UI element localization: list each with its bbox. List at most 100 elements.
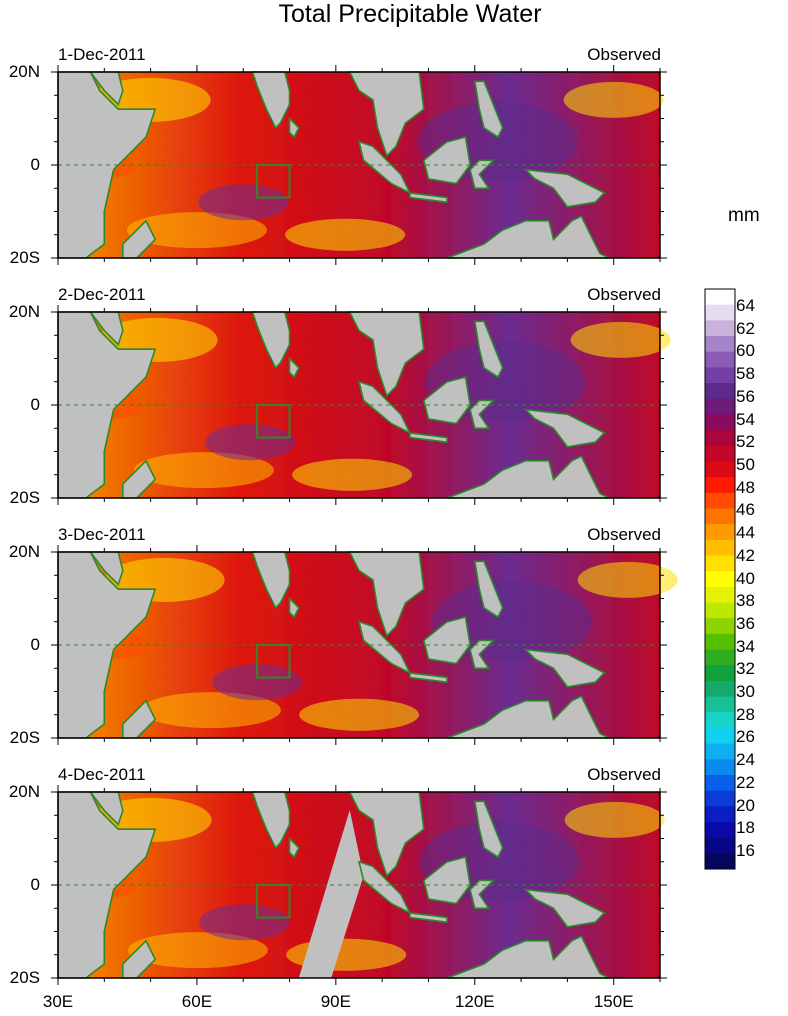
colorbar-label: 48 <box>736 477 755 497</box>
land-shape <box>251 71 291 130</box>
land-shape <box>251 791 291 850</box>
land-shape <box>348 791 425 878</box>
colorbar-swatch <box>705 336 735 353</box>
colorbar-label: 22 <box>736 772 755 792</box>
land-shape <box>473 560 504 619</box>
lon-tick-label: 60E <box>181 992 213 1011</box>
land-shape <box>469 159 496 190</box>
colorbar-swatch <box>705 289 735 306</box>
colorbar-swatch <box>705 398 735 415</box>
lon-tick-label: 90E <box>320 992 351 1011</box>
map-panel-3 <box>51 545 678 745</box>
colorbar-label: 36 <box>736 613 755 633</box>
colorbar-label: 46 <box>736 500 755 520</box>
colorbar-swatch <box>705 304 735 321</box>
colorbar-swatch <box>705 696 735 713</box>
colorbar-swatch <box>705 853 735 870</box>
colorbar-swatch <box>705 774 735 792</box>
colorbar-swatch <box>705 320 735 337</box>
colorbar-swatch <box>705 759 735 776</box>
land-shape <box>473 80 504 139</box>
colorbar-swatch <box>705 492 735 509</box>
panel-date: 1-Dec-2011 <box>58 45 146 64</box>
map-panel-2 <box>51 305 671 505</box>
land-shape <box>348 551 425 638</box>
chart-title: Total Precipitable Water <box>278 0 542 28</box>
land-shape <box>288 356 300 379</box>
colorbar-label: 52 <box>736 432 755 452</box>
missing-data-swath <box>298 810 364 978</box>
lon-tick-label: 120E <box>454 992 495 1011</box>
colorbar-label: 32 <box>736 659 755 679</box>
map-panel-4 <box>51 785 667 985</box>
colorbar <box>704 288 736 870</box>
land-shape <box>422 376 471 425</box>
land-shape <box>348 71 425 158</box>
lat-tick-label: 20N <box>8 782 40 801</box>
land-shape <box>409 431 448 444</box>
region-box <box>256 404 291 439</box>
colorbar-label: 40 <box>736 568 755 588</box>
colorbar-label: 42 <box>736 545 755 565</box>
panel-source: Observed <box>587 285 661 304</box>
colorbar-swatch <box>705 477 735 494</box>
land-shape <box>251 311 291 370</box>
colorbar-label: 44 <box>736 523 755 543</box>
colorbar-swatch <box>705 633 735 651</box>
lon-tick-label: 30E <box>42 992 74 1011</box>
map-panel-1 <box>51 65 667 265</box>
land-shape <box>469 879 496 910</box>
colorbar-swatch <box>705 571 735 588</box>
colorbar-swatch <box>705 461 735 478</box>
colorbar-label: 64 <box>736 296 755 315</box>
colorbar-label: 38 <box>736 591 755 611</box>
land-shape <box>422 616 471 665</box>
colorbar-swatch <box>705 524 735 541</box>
land-shape <box>288 836 300 859</box>
colorbar-swatch <box>705 665 735 682</box>
lat-tick-label: 20N <box>8 542 40 561</box>
colorbar-label: 30 <box>736 682 755 702</box>
land-shape <box>288 116 300 139</box>
colorbar-label: 16 <box>736 841 755 860</box>
land-shape <box>473 320 504 379</box>
colorbar-label: 50 <box>736 454 755 474</box>
colorbar-swatch <box>705 790 735 807</box>
colorbar-label: 62 <box>736 318 755 338</box>
colorbar-swatch <box>705 586 735 604</box>
land-shape <box>523 888 606 928</box>
colorbar-label: 28 <box>736 704 755 724</box>
colorbar-swatch <box>705 602 735 619</box>
region-box <box>256 644 291 679</box>
colorbar-label: 54 <box>736 409 755 429</box>
colorbar-label: 20 <box>736 795 755 815</box>
land-shape <box>446 455 610 499</box>
panel-date: 3-Dec-2011 <box>58 525 146 544</box>
panel-date: 2-Dec-2011 <box>58 285 146 304</box>
lat-tick-label: 20S <box>9 248 40 267</box>
panel-date: 4-Dec-2011 <box>58 765 146 784</box>
colorbar-label: 58 <box>736 364 755 384</box>
colorbar-swatch <box>705 508 735 525</box>
colorbar-label: 34 <box>736 636 755 656</box>
lat-tick-label: 20S <box>9 488 40 507</box>
panel-source: Observed <box>587 765 661 784</box>
land-shape <box>409 671 448 684</box>
colorbar-swatch <box>705 539 735 556</box>
colorbar-swatch <box>705 712 735 729</box>
colorbar-swatch <box>705 680 735 698</box>
lat-tick-label: 0 <box>30 635 40 654</box>
land-shape <box>409 191 448 204</box>
land-shape <box>409 911 448 924</box>
land-shape <box>523 648 606 688</box>
land-shape <box>251 551 291 610</box>
land-shape <box>469 399 496 430</box>
lon-tick-label: 150E <box>593 992 634 1011</box>
land-shape <box>288 596 300 619</box>
colorbar-swatch <box>705 727 735 745</box>
land-shape <box>469 639 496 670</box>
colorbar-swatch <box>705 430 735 447</box>
colorbar-label: 56 <box>736 386 755 406</box>
land-shape <box>473 800 504 859</box>
